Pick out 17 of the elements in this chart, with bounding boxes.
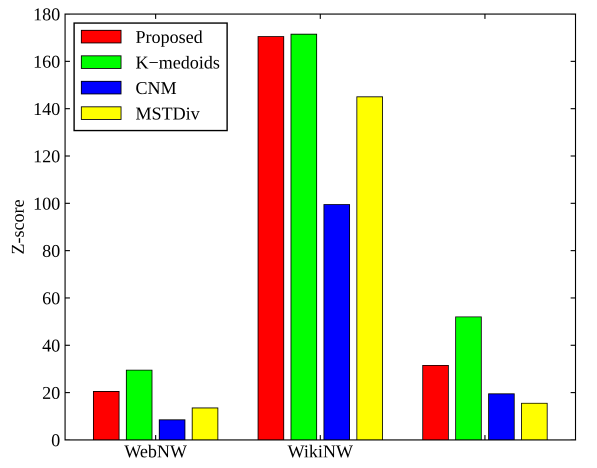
y-tick-label: 160 bbox=[34, 56, 60, 68]
legend-label: MSTDiv bbox=[136, 108, 200, 120]
x-tick-label: WikiNW bbox=[288, 444, 353, 458]
legend-label: K−medoids bbox=[136, 56, 220, 69]
y-axis-title: Z-score bbox=[12, 200, 24, 254]
y-tick-label: 0 bbox=[52, 434, 60, 446]
x-tick-label: WebNW bbox=[124, 444, 187, 458]
y-tick-label: 60 bbox=[42, 292, 60, 304]
y-tick-label: 40 bbox=[42, 340, 60, 352]
y-tick-label: 120 bbox=[34, 150, 60, 162]
legend-label: CNM bbox=[136, 82, 176, 94]
y-tick-label: 100 bbox=[34, 198, 60, 210]
y-tick-label: 20 bbox=[42, 386, 60, 400]
legend-label: Proposed bbox=[136, 30, 202, 47]
y-tick-label: 180 bbox=[34, 8, 60, 20]
y-tick-label: 140 bbox=[34, 102, 60, 116]
y-tick-label: 80 bbox=[42, 244, 60, 258]
